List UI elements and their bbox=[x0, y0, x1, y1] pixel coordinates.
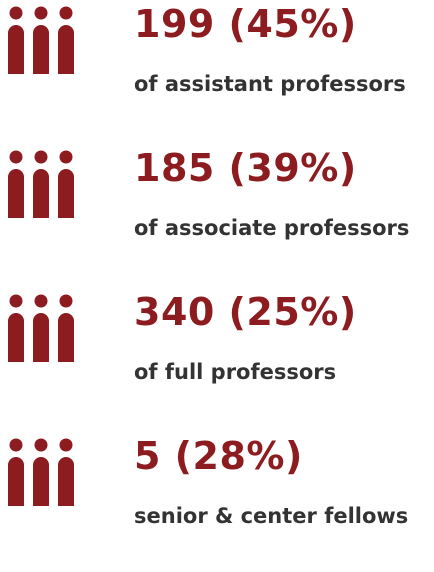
stat-row: 185 (39%) of associate professors bbox=[0, 144, 434, 284]
icon-body bbox=[8, 169, 24, 218]
icon-head bbox=[59, 6, 73, 20]
icon-head bbox=[34, 438, 48, 452]
icon-body bbox=[8, 457, 24, 506]
icon-body bbox=[58, 25, 74, 74]
stat-label: of assistant professors bbox=[134, 72, 406, 96]
stat-value: 340 (25%) bbox=[134, 290, 357, 334]
icon-body bbox=[58, 169, 74, 218]
icon-body bbox=[58, 457, 74, 506]
stat-row: 199 (45%) of assistant professors bbox=[0, 0, 434, 140]
stat-value: 5 (28%) bbox=[134, 434, 303, 478]
people-icon bbox=[8, 150, 74, 218]
icon-body bbox=[33, 313, 49, 362]
icon-head bbox=[9, 294, 23, 308]
icon-head bbox=[34, 150, 48, 164]
icon-head bbox=[34, 6, 48, 20]
stat-label: of full professors bbox=[134, 360, 337, 384]
page: 199 (45%) of assistant professors 185 (39%… bbox=[0, 0, 434, 528]
icon-body bbox=[8, 313, 24, 362]
icon-body bbox=[33, 25, 49, 74]
icon-head bbox=[9, 6, 23, 20]
stat-value: 185 (39%) bbox=[134, 146, 357, 190]
icon-head bbox=[34, 294, 48, 308]
icon-head bbox=[59, 150, 73, 164]
people-icon bbox=[8, 294, 74, 362]
icon-body bbox=[8, 25, 24, 74]
people-icon bbox=[8, 438, 74, 506]
icon-head bbox=[9, 150, 23, 164]
stat-value: 199 (45%) bbox=[134, 2, 357, 46]
stat-row: 5 (28%) senior & center fellows bbox=[0, 432, 434, 572]
icon-body bbox=[33, 169, 49, 218]
icon-body bbox=[58, 313, 74, 362]
stat-row: 340 (25%) of full professors bbox=[0, 288, 434, 428]
icon-head bbox=[59, 438, 73, 452]
icon-body bbox=[33, 457, 49, 506]
icon-head bbox=[9, 438, 23, 452]
stat-label: of associate professors bbox=[134, 216, 410, 240]
people-icon bbox=[8, 6, 74, 74]
stat-label: senior & center fellows bbox=[134, 504, 409, 528]
icon-head bbox=[59, 294, 73, 308]
